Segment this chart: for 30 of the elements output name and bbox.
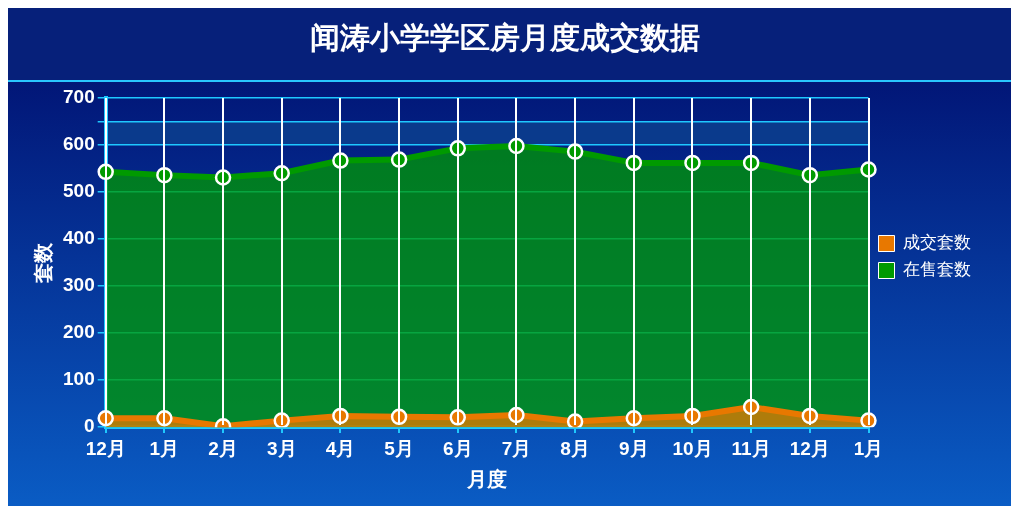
x-tick-label: 11月 — [731, 437, 771, 459]
x-tick-label: 6月 — [442, 437, 473, 459]
y-tick-label: 500 — [63, 180, 95, 202]
x-tick-label: 2月 — [208, 437, 238, 459]
point — [566, 413, 584, 428]
x-tick-label: 1月 — [853, 437, 884, 459]
x-tick-label: 5月 — [384, 437, 414, 459]
point — [273, 412, 290, 428]
x-tick-label: 9月 — [619, 437, 649, 459]
x-tick-label: 4月 — [325, 437, 356, 459]
y-tick-label: 0 — [84, 415, 95, 437]
y-tick-label: 400 — [63, 227, 95, 249]
legend-label: 成交套数 — [903, 233, 971, 253]
y-tick-label: 100 — [63, 368, 95, 390]
y-axis-title: 套数 — [31, 241, 54, 284]
x-tick-label: 3月 — [266, 437, 297, 459]
x-tick-label: 7月 — [501, 437, 532, 459]
y-tick-label: 700 — [63, 86, 95, 108]
legend-label: 在售套数 — [903, 260, 971, 280]
y-tick-label: 200 — [63, 321, 95, 343]
y-tick-label: 600 — [63, 133, 95, 155]
x-axis-title: 月度 — [466, 467, 508, 490]
x-tick-label: 8月 — [560, 437, 590, 459]
x-tick-label: 12月 — [85, 437, 126, 459]
chart-title: 闻涛小学学区房月度成交数据 — [309, 21, 700, 55]
x-tick-label: 12月 — [789, 437, 830, 459]
point — [860, 412, 877, 428]
x-tick-label: 1月 — [149, 437, 180, 459]
x-tick-label: 10月 — [672, 437, 713, 459]
y-tick-label: 300 — [63, 274, 95, 296]
